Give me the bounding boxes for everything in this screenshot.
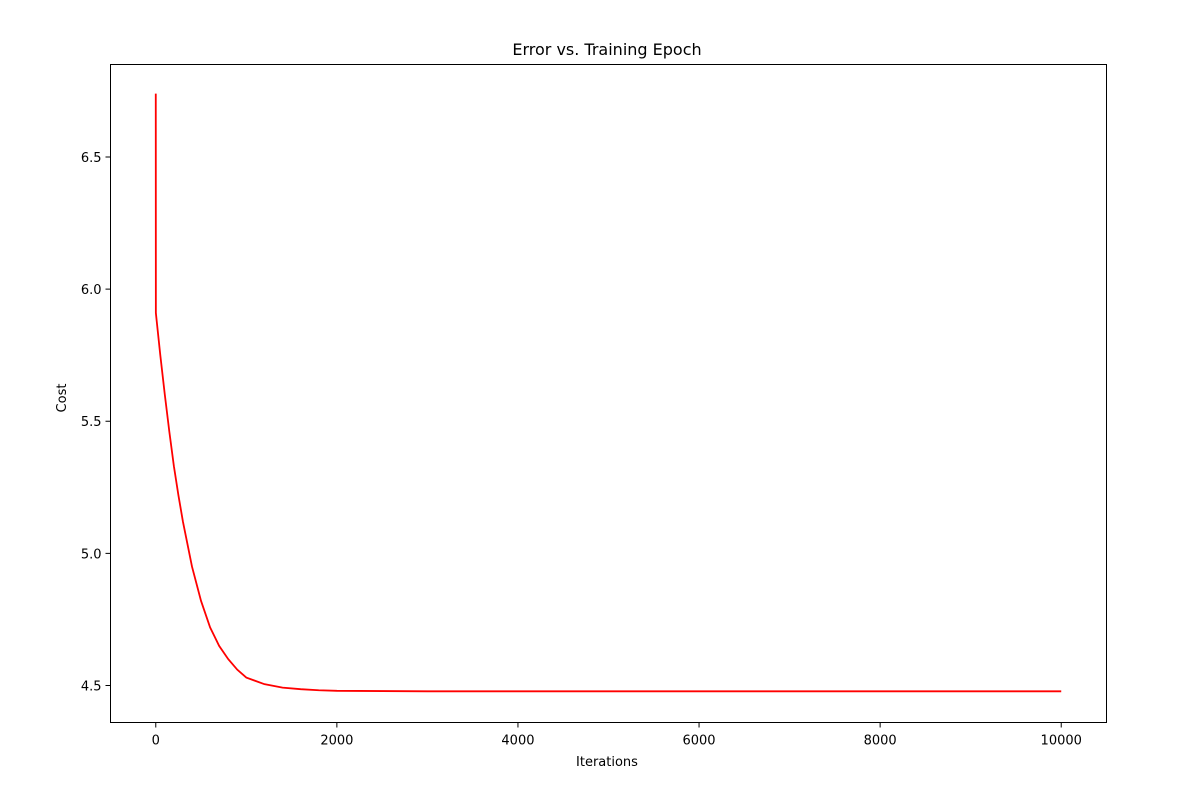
x-tick-label: 10000 (1041, 734, 1082, 749)
cost-series-line (154, 93, 1062, 693)
y-axis-title: Cost (55, 384, 70, 413)
x-axis-title: Iterations (576, 755, 638, 770)
plot-area-frame (110, 64, 1107, 723)
chart-title: Error vs. Training Epoch (512, 40, 701, 59)
y-tick-label: 4.5 (81, 680, 102, 695)
x-tick-label: 6000 (682, 734, 715, 749)
y-tick-label: 6.5 (81, 151, 102, 166)
x-tick-label: 0 (152, 734, 160, 749)
x-axis: 0 2000 4000 6000 8000 10000 (152, 722, 1082, 749)
y-axis: 4.5 5.0 5.5 6.0 6.5 (81, 151, 111, 695)
x-tick-label: 8000 (864, 734, 897, 749)
x-tick-label: 4000 (501, 734, 534, 749)
y-tick-label: 5.0 (81, 547, 102, 562)
x-tick-label: 2000 (320, 734, 353, 749)
y-tick-label: 6.0 (81, 283, 102, 298)
y-tick-label: 5.5 (81, 415, 102, 430)
